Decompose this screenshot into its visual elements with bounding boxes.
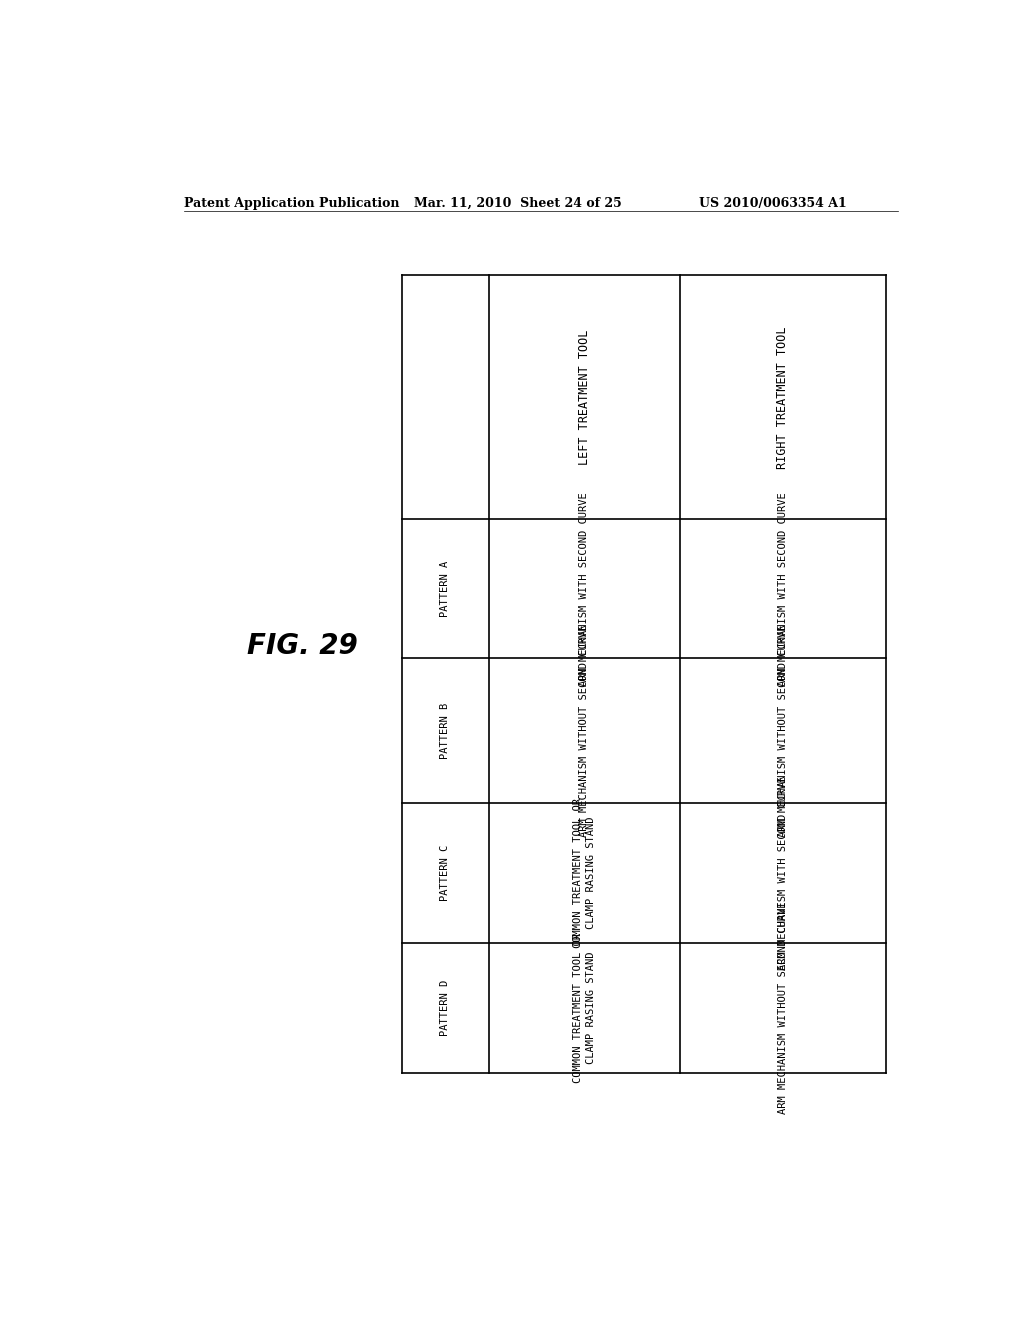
Text: US 2010/0063354 A1: US 2010/0063354 A1 [699, 197, 847, 210]
Text: FIG. 29: FIG. 29 [247, 632, 358, 660]
Text: PATTERN A: PATTERN A [440, 561, 451, 616]
Text: Mar. 11, 2010  Sheet 24 of 25: Mar. 11, 2010 Sheet 24 of 25 [414, 197, 622, 210]
Text: ARM MECHANISM WITHOUT SECOND CURVE: ARM MECHANISM WITHOUT SECOND CURVE [777, 624, 787, 837]
Text: ARM MECHANISM WITH SECOND CURVE: ARM MECHANISM WITH SECOND CURVE [777, 492, 787, 685]
Text: PATTERN B: PATTERN B [440, 702, 451, 759]
Text: COMMON TREATMENT TOOL OR
CLAMP RASING STAND: COMMON TREATMENT TOOL OR CLAMP RASING ST… [572, 797, 596, 948]
Text: PATTERN D: PATTERN D [440, 979, 451, 1036]
Text: ARM MECHANISM WITHOUT SECOND CURVE: ARM MECHANISM WITHOUT SECOND CURVE [580, 624, 590, 837]
Text: ARM MECHANISM WITH SECOND CURVE: ARM MECHANISM WITH SECOND CURVE [777, 776, 787, 970]
Text: PATTERN C: PATTERN C [440, 845, 451, 902]
Text: ARM MECHANISM WITHOUT SECOND CURVE: ARM MECHANISM WITHOUT SECOND CURVE [777, 902, 787, 1114]
Text: Patent Application Publication: Patent Application Publication [183, 197, 399, 210]
Text: COMMON TREATMENT TOOL OR
CLAMP RASING STAND: COMMON TREATMENT TOOL OR CLAMP RASING ST… [572, 933, 596, 1084]
Text: ARM MECHANISM WITH SECOND CURVE: ARM MECHANISM WITH SECOND CURVE [580, 492, 590, 685]
Text: LEFT TREATMENT TOOL: LEFT TREATMENT TOOL [578, 330, 591, 465]
Text: RIGHT TREATMENT TOOL: RIGHT TREATMENT TOOL [776, 326, 790, 469]
